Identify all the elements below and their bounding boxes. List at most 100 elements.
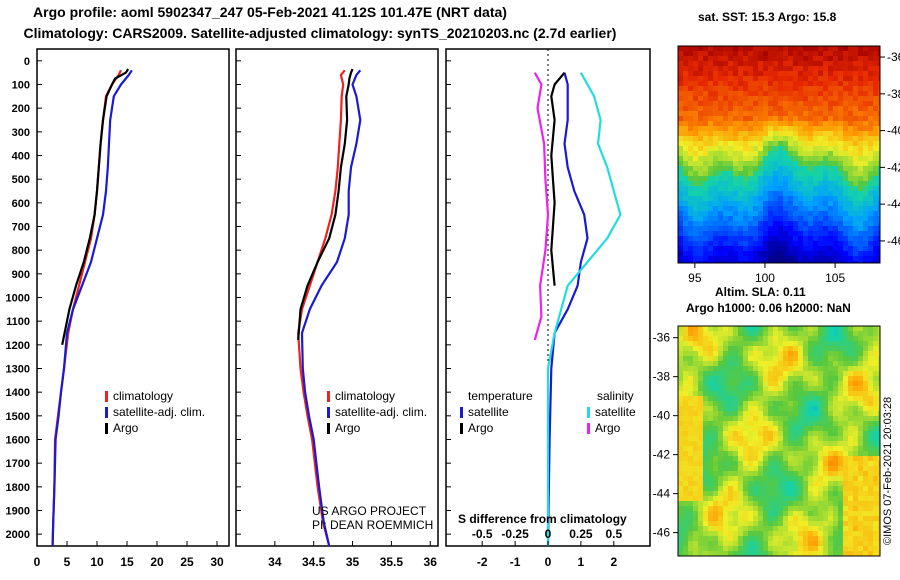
legend-label: Argo bbox=[335, 421, 361, 435]
sla-ytick-label: -36 bbox=[653, 331, 671, 345]
depth-tick-label: 1600 bbox=[6, 435, 30, 447]
legend-label: climatology bbox=[335, 389, 395, 403]
sla-ytick-label: -42 bbox=[653, 448, 671, 462]
legend-label: Argo bbox=[468, 421, 494, 435]
legend-sal-title: salinity bbox=[597, 389, 634, 403]
series-climatology bbox=[297, 69, 346, 547]
sla-ytick-label: -38 bbox=[653, 370, 671, 384]
imos-credit: ©IMOS 07-Feb-2021 20:03:28 bbox=[882, 396, 894, 545]
diff-sal-tick-label: 0 bbox=[545, 527, 552, 541]
sla-ytick-label: -44 bbox=[653, 487, 671, 501]
legend-label: satellite-adj. clim. bbox=[335, 405, 427, 419]
legend-swatch bbox=[327, 423, 330, 434]
sst-xtick-label: 100 bbox=[755, 271, 775, 285]
depth-tick-label: 800 bbox=[12, 245, 30, 257]
depth-tick-label: 300 bbox=[12, 127, 30, 139]
sal-xtick-label: 36 bbox=[424, 555, 438, 569]
diff-sal-tick-label: -0.5 bbox=[472, 527, 493, 541]
sst-map-title: sat. SST: 15.3 Argo: 15.8 bbox=[698, 10, 837, 24]
diff-temp-tick-label: -2 bbox=[477, 555, 488, 569]
series-temperature-satellite bbox=[546, 72, 589, 547]
depth-tick-label: 500 bbox=[12, 174, 30, 186]
diff-sal-tick-label: 0.25 bbox=[569, 527, 593, 541]
sal-xtick-label: 34.5 bbox=[302, 555, 326, 569]
legend-swatch bbox=[460, 423, 463, 434]
sst-ytick-label: -40 bbox=[887, 124, 900, 138]
series-climatology bbox=[51, 69, 122, 547]
series-argo bbox=[297, 68, 354, 341]
legend-swatch bbox=[587, 407, 590, 418]
legend-swatch bbox=[105, 423, 108, 434]
depth-tick-label: 1700 bbox=[6, 458, 30, 470]
depth-tick-label: 1100 bbox=[6, 316, 30, 328]
credit-project: US ARGO PROJECT bbox=[312, 504, 427, 518]
diff-temp-tick-label: 2 bbox=[610, 555, 617, 569]
depth-tick-label: 0 bbox=[24, 56, 30, 68]
diff-sal-tick-label: -0.25 bbox=[501, 527, 529, 541]
depth-tick-label: 100 bbox=[12, 80, 30, 92]
depth-tick-label: 2000 bbox=[6, 529, 30, 541]
depth-tick-label: 700 bbox=[12, 222, 30, 234]
depth-tick-label: 1000 bbox=[6, 293, 30, 305]
legend-label: climatology bbox=[113, 389, 173, 403]
title-line-1: Argo profile: aoml 5902347_247 05-Feb-20… bbox=[33, 4, 507, 20]
temp-xtick-label: 25 bbox=[180, 555, 194, 569]
series-satellite-adj-clim- bbox=[51, 69, 133, 547]
sla-ytick-label: -40 bbox=[653, 409, 671, 423]
legend-swatch bbox=[587, 423, 590, 434]
depth-tick-label: 1400 bbox=[6, 387, 30, 399]
series-salinity-satellite bbox=[546, 72, 622, 546]
sla-map-title-2: Argo h1000: 0.06 h2000: NaN bbox=[686, 301, 851, 315]
temp-xtick-label: 30 bbox=[210, 555, 224, 569]
depth-tick-label: 1300 bbox=[6, 364, 30, 376]
sla-map-frame bbox=[677, 325, 881, 557]
sst-ytick-label: -44 bbox=[887, 197, 900, 211]
depth-tick-label: 400 bbox=[12, 151, 30, 163]
sal-xtick-label: 35.5 bbox=[380, 555, 404, 569]
series-temperature-argo bbox=[550, 71, 566, 286]
sal-xtick-label: 34 bbox=[268, 555, 282, 569]
sst-map-frame bbox=[677, 45, 881, 264]
depth-tick-label: 1900 bbox=[6, 506, 30, 518]
series-satellite-adj-clim- bbox=[300, 69, 362, 547]
sal-xtick-label: 35 bbox=[346, 555, 360, 569]
depth-tick-label: 1800 bbox=[6, 482, 30, 494]
sst-ytick-label: -46 bbox=[887, 234, 900, 248]
series-salinity-argo bbox=[533, 72, 550, 341]
sst-ytick-label: -36 bbox=[887, 50, 900, 64]
sst-ytick-label: -42 bbox=[887, 160, 900, 174]
sst-xtick-label: 95 bbox=[688, 271, 702, 285]
legend-swatch bbox=[105, 407, 108, 418]
series-argo bbox=[61, 68, 130, 346]
temp-xtick-label: 0 bbox=[34, 555, 41, 569]
legend-label: Argo bbox=[113, 421, 139, 435]
legend-temp-title: temperature bbox=[468, 389, 533, 403]
temp-xtick-label: 10 bbox=[90, 555, 104, 569]
sst-xtick-label: 105 bbox=[825, 271, 845, 285]
credit-pi: PI: DEAN ROEMMICH bbox=[312, 518, 434, 532]
sla-ytick-label: -46 bbox=[653, 526, 671, 540]
diff-temp-tick-label: 0 bbox=[545, 555, 552, 569]
diff-sal-tick-label: 0.5 bbox=[605, 527, 622, 541]
depth-tick-label: 200 bbox=[12, 103, 30, 115]
temp-xtick-label: 5 bbox=[64, 555, 71, 569]
diff-xlabel: S difference from climatology bbox=[458, 512, 627, 526]
sst-ytick-label: -38 bbox=[887, 87, 900, 101]
legend-swatch bbox=[327, 391, 330, 402]
sla-map bbox=[678, 326, 880, 556]
legend-swatch bbox=[327, 407, 330, 418]
sla-map-title-1: Altim. SLA: 0.11 bbox=[715, 285, 806, 299]
legend-label: satellite bbox=[468, 405, 509, 419]
legend-label: Argo bbox=[595, 421, 621, 435]
panel-frame-0 bbox=[36, 48, 230, 547]
depth-tick-label: 900 bbox=[12, 269, 30, 281]
depth-tick-label: 600 bbox=[12, 198, 30, 210]
sst-map bbox=[678, 46, 880, 263]
legend-swatch bbox=[105, 391, 108, 402]
depth-tick-label: 1500 bbox=[6, 411, 30, 423]
legend-label: satellite bbox=[595, 405, 636, 419]
legend-swatch bbox=[460, 407, 463, 418]
title-line-2: Climatology: CARS2009. Satellite-adjuste… bbox=[23, 25, 617, 41]
temp-xtick-label: 15 bbox=[120, 555, 134, 569]
